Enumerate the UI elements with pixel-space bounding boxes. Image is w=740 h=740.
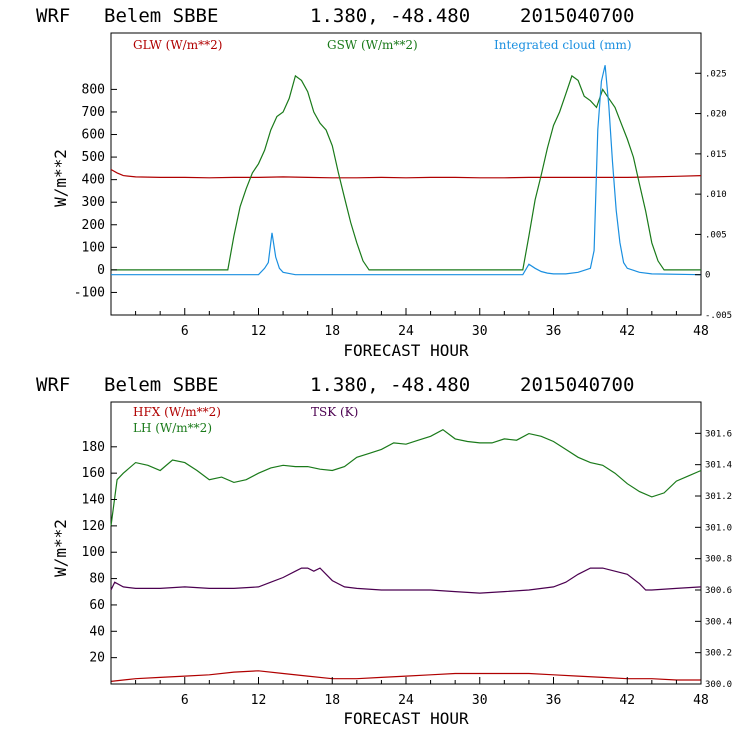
legend-gsw: GSW (W/m**2) xyxy=(327,38,418,52)
x-tick-label: 30 xyxy=(472,324,488,339)
x-tick-label: 42 xyxy=(619,324,635,339)
right-tick-label: .020 xyxy=(705,110,727,120)
x-tick-label: 24 xyxy=(398,324,414,339)
series-group-2 xyxy=(110,428,702,682)
legend-glw: GLW (W/m**2) xyxy=(133,38,222,52)
x-tick-label: 48 xyxy=(693,324,709,339)
right-tick-label: 301.2 xyxy=(705,492,732,502)
right-ticks-1: -.005 0 .005 .010 .015 .020 .025 xyxy=(695,69,732,321)
right-tick-label: 0 xyxy=(705,271,710,281)
header-station-1: Belem SBBE xyxy=(104,5,218,27)
series-line-lh-2 xyxy=(110,428,702,526)
right-tick-label: .005 xyxy=(705,230,727,240)
legend-cloud: Integrated cloud (mm) xyxy=(494,38,632,52)
x-tick-label: 30 xyxy=(472,693,488,708)
x-tick-label: 36 xyxy=(546,693,562,708)
y-tick-label: 60 xyxy=(89,598,105,613)
series-line-glw-1 xyxy=(110,168,702,179)
y-tick-label: 80 xyxy=(89,572,105,587)
header-coords-2: 1.380, -48.480 xyxy=(310,374,470,396)
right-tick-label: -.005 xyxy=(705,311,732,321)
header-date-1: 2015040700 xyxy=(520,5,634,27)
legend-hfx: HFX (W/m**2) xyxy=(133,405,221,419)
right-tick-label: .025 xyxy=(705,69,727,79)
right-tick-label: 301.6 xyxy=(705,429,732,439)
x-ticks-1: 6 12 18 24 30 36 42 48 xyxy=(110,308,709,339)
y-tick-label: 140 xyxy=(82,493,105,508)
series-line-gsw-1 xyxy=(111,74,701,271)
y-tick-label: 300 xyxy=(82,195,105,210)
y-tick-label: 500 xyxy=(82,150,105,165)
header-model-2: WRF xyxy=(36,374,70,396)
y-tick-label: 800 xyxy=(82,82,105,97)
x-tick-label: 18 xyxy=(324,324,340,339)
right-ticks-2: 300.0 300.2 300.4 300.6 300.8 301.0 301.2 301.4… xyxy=(695,429,732,690)
legend-tsk: TSK (K) xyxy=(311,405,358,419)
series-line-hfx-2 xyxy=(110,670,701,682)
y-tick-label: 180 xyxy=(82,440,105,455)
x-tick-label: 18 xyxy=(324,693,340,708)
y-axis-label-2: W/m**2 xyxy=(51,519,70,577)
x-tick-label: 24 xyxy=(398,693,414,708)
y-axis-label-1: W/m**2 xyxy=(51,149,70,207)
right-tick-label: 300.4 xyxy=(705,617,732,627)
x-tick-label: 36 xyxy=(546,324,562,339)
y-ticks-2: 20 40 60 80 100 120 140 160 180 xyxy=(82,440,117,666)
right-tick-label: .010 xyxy=(705,190,727,200)
y-tick-label: 700 xyxy=(82,105,105,120)
x-tick-label: 12 xyxy=(251,324,267,339)
header-model-1: WRF xyxy=(36,5,70,27)
plot-frame-1 xyxy=(110,32,702,316)
right-tick-label: 301.0 xyxy=(705,523,732,533)
header-date-2: 2015040700 xyxy=(520,374,634,396)
header-station-2: Belem SBBE xyxy=(104,374,218,396)
y-tick-label: 0 xyxy=(97,263,105,278)
x-tick-label: 12 xyxy=(251,693,267,708)
right-tick-label: 301.4 xyxy=(705,461,732,471)
y-tick-label: 100 xyxy=(82,545,105,560)
series-line-integrated-1 xyxy=(111,65,702,276)
y-tick-label: 20 xyxy=(89,651,105,666)
y-tick-label: 100 xyxy=(82,240,105,255)
panel-2: WRF Belem SBBE 1.380, -48.480 2015040700… xyxy=(36,374,732,728)
right-tick-label: 300.0 xyxy=(705,680,732,690)
y-tick-label: 120 xyxy=(82,519,105,534)
right-tick-label: .015 xyxy=(705,150,727,160)
series-line-tsk-2 xyxy=(110,567,702,594)
y-tick-label: 160 xyxy=(82,466,105,481)
x-axis-label-2: FORECAST HOUR xyxy=(343,709,469,728)
y-ticks-1: -100 0 100 200 300 400 500 600 700 800 xyxy=(74,82,117,300)
x-ticks-2: 6 12 18 24 30 36 42 48 xyxy=(110,677,709,708)
x-axis-label-1: FORECAST HOUR xyxy=(343,341,469,360)
header-coords-1: 1.380, -48.480 xyxy=(310,5,470,27)
panel-1: WRF Belem SBBE 1.380, -48.480 2015040700… xyxy=(36,5,732,360)
y-tick-label: 40 xyxy=(89,624,105,639)
series-group-1 xyxy=(110,65,702,276)
right-tick-label: 300.6 xyxy=(705,586,732,596)
legend-lh: LH (W/m**2) xyxy=(133,421,212,435)
x-tick-label: 6 xyxy=(181,693,189,708)
right-tick-label: 300.2 xyxy=(705,649,732,659)
x-tick-label: 48 xyxy=(693,693,709,708)
x-tick-label: 42 xyxy=(619,693,635,708)
y-tick-label: 600 xyxy=(82,128,105,143)
y-tick-label: 200 xyxy=(82,218,105,233)
y-tick-label: 400 xyxy=(82,173,105,188)
right-tick-label: 300.8 xyxy=(705,555,732,565)
x-tick-label: 6 xyxy=(181,324,189,339)
y-tick-label: -100 xyxy=(74,285,105,300)
